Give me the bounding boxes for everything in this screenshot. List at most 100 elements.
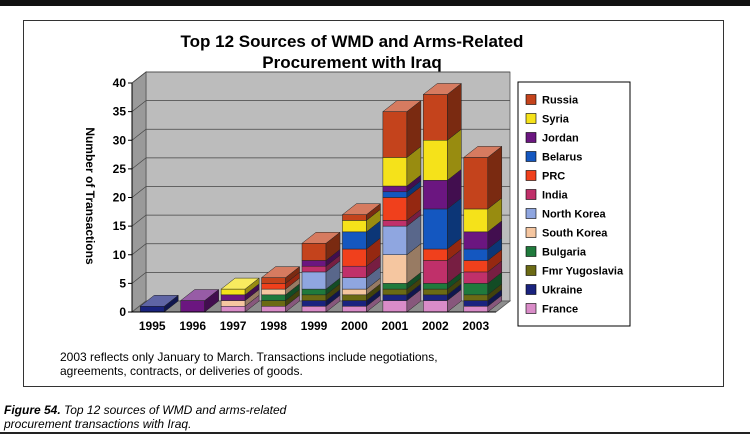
bar-top	[301, 232, 341, 244]
x-tick-label: 1995	[139, 319, 166, 333]
bar-segment	[261, 294, 286, 301]
bar-segment	[220, 294, 246, 301]
bar-segment	[261, 300, 286, 307]
legend-swatch	[525, 208, 537, 219]
legend-label: Ukraine	[542, 285, 582, 297]
y-tick-label: 40	[113, 76, 127, 90]
legend-label: India	[542, 190, 569, 202]
chart-note: 2003 reflects only January to March. Tra…	[60, 350, 660, 378]
gridline-side	[131, 186, 147, 198]
bar-top	[422, 83, 463, 95]
chart-bars	[139, 82, 503, 313]
bar-segment	[382, 225, 408, 255]
bar-segment	[423, 294, 448, 301]
bar-top	[260, 266, 301, 278]
y-tick-label: 15	[113, 219, 127, 233]
legend-label: South Korea	[542, 228, 608, 240]
chart-title-line1: Top 12 Sources of WMD and Arms-Related	[181, 32, 524, 51]
bar-segment	[342, 248, 367, 267]
bar-segment	[180, 300, 205, 313]
y-tick-label: 30	[113, 133, 127, 147]
legend-swatch	[525, 151, 537, 162]
bar-segment	[423, 248, 448, 261]
y-tick-label: 5	[119, 276, 126, 290]
bar-segment	[139, 306, 165, 313]
bar-segment	[463, 271, 489, 284]
bar-segment	[423, 140, 448, 181]
legend-swatch	[525, 189, 537, 200]
bar-segment	[382, 288, 408, 296]
gridline-side	[131, 100, 147, 112]
bar-segment	[301, 288, 327, 296]
legend-label: Jordan	[542, 133, 579, 145]
bar-top	[341, 203, 382, 215]
x-tick-label: 1997	[220, 319, 247, 333]
x-tick-label: 2003	[462, 319, 489, 333]
bar-segment	[301, 271, 327, 290]
gridline-side	[131, 272, 147, 284]
bar-top	[220, 277, 260, 290]
legend-swatch	[525, 246, 537, 257]
legend-swatch	[525, 113, 537, 124]
legend-swatch	[525, 303, 537, 314]
bar-segment	[342, 220, 367, 233]
x-tick-label: 1996	[179, 319, 206, 333]
bar-segment	[382, 191, 408, 198]
bar-segment	[463, 231, 489, 250]
bar-segment	[342, 277, 367, 290]
bar-segment	[301, 243, 327, 261]
bar-segment	[423, 180, 448, 210]
bar-stack	[220, 277, 260, 313]
bar-stack	[260, 266, 301, 313]
legend-swatch	[525, 170, 537, 181]
bar-top	[382, 100, 422, 112]
bar-segment	[423, 260, 448, 284]
chart-axis: 0 5 10 15 20 25 30 35 40 1995 1996 1997 1998 1999 2000…	[113, 76, 496, 333]
bar-segment	[382, 185, 408, 193]
bar-segment	[261, 283, 286, 290]
gridline-side	[131, 71, 147, 84]
bar-segment	[423, 208, 448, 250]
bar-stack	[341, 203, 382, 313]
x-tick-label: 2000	[341, 319, 368, 333]
bar-segment	[463, 260, 489, 273]
bar-segment	[423, 288, 448, 296]
bar-segment	[342, 214, 367, 221]
bar-segment	[463, 283, 489, 296]
legend-label: Syria	[542, 114, 570, 126]
bar-segment	[382, 294, 408, 301]
bar-segment	[423, 283, 448, 290]
bar-segment	[301, 300, 327, 307]
legend-label: Russia	[542, 95, 579, 107]
legend-swatch	[525, 227, 537, 238]
bar-stack	[382, 100, 422, 313]
bar-stack	[301, 231, 341, 313]
legend-swatch	[525, 265, 537, 276]
bottom-rule	[0, 432, 750, 434]
bar-segment	[261, 306, 286, 313]
legend-label: PRC	[542, 171, 565, 183]
bar-segment	[382, 197, 408, 221]
legend-label: Fmr Yugoslavia	[542, 266, 624, 278]
y-tick-label: 20	[113, 191, 127, 205]
legend-box	[517, 81, 631, 327]
x-tick-label: 2001	[382, 319, 409, 333]
bar-segment	[382, 157, 408, 187]
figure-caption-label: Figure 54.	[4, 403, 61, 417]
figure-caption-line2: procurement transactions with Iraq.	[4, 417, 192, 431]
y-tick-label: 0	[119, 305, 126, 319]
bar-stack	[463, 145, 503, 313]
bar-segment	[463, 157, 489, 210]
legend-swatch	[525, 132, 537, 143]
y-tick-label: 25	[113, 162, 127, 176]
y-axis-label: Number of Transactions	[83, 127, 97, 265]
top-rule	[0, 0, 750, 6]
bar-segment	[423, 300, 448, 313]
bar-segment	[342, 300, 367, 307]
bar-segment	[382, 220, 408, 227]
bar-segment	[261, 288, 286, 296]
legend-label: Belarus	[542, 152, 582, 164]
gridline-side	[131, 243, 147, 256]
bar-stack	[139, 294, 179, 313]
